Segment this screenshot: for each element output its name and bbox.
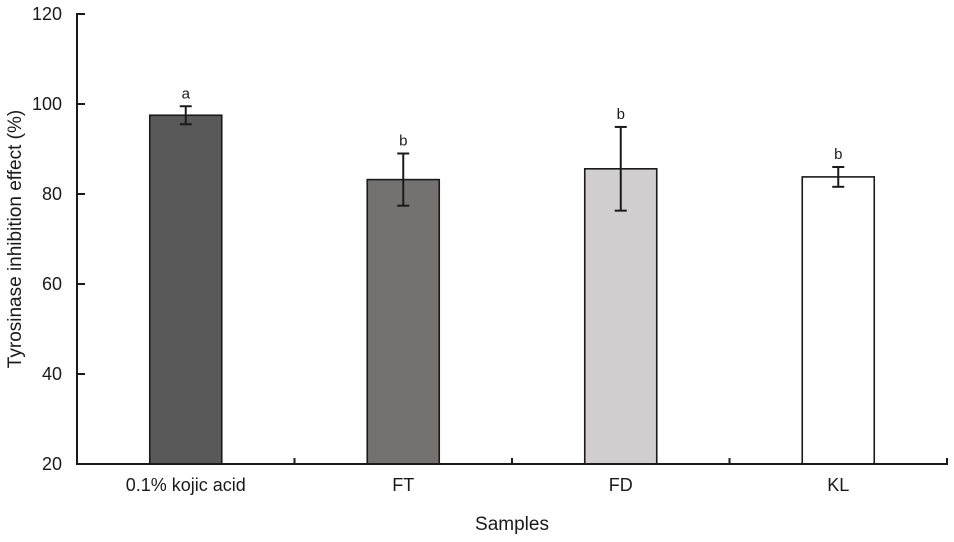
significance-label: b [399, 133, 407, 150]
y-tick-label: 80 [42, 184, 62, 204]
y-tick-label: 120 [32, 4, 62, 24]
y-tick-label: 20 [42, 454, 62, 474]
significance-label: a [182, 85, 191, 102]
x-tick-label: FD [609, 475, 633, 495]
y-tick-label: 100 [32, 94, 62, 114]
y-tick-label: 60 [42, 274, 62, 294]
x-tick-label: KL [827, 475, 849, 495]
x-axis-title: Samples [475, 514, 549, 535]
x-tick-label: FT [392, 475, 414, 495]
y-tick-label: 40 [42, 364, 62, 384]
x-tick-label: 0.1% kojic acid [126, 475, 246, 495]
bar-3 [801, 176, 876, 465]
significance-label: b [834, 146, 842, 163]
y-axis-title: Tyrosinase inhibition effect (%) [5, 109, 26, 369]
bar-1 [366, 178, 441, 465]
bar-2 [583, 168, 658, 465]
bar-0 [148, 114, 223, 465]
significance-label: b [617, 106, 625, 123]
